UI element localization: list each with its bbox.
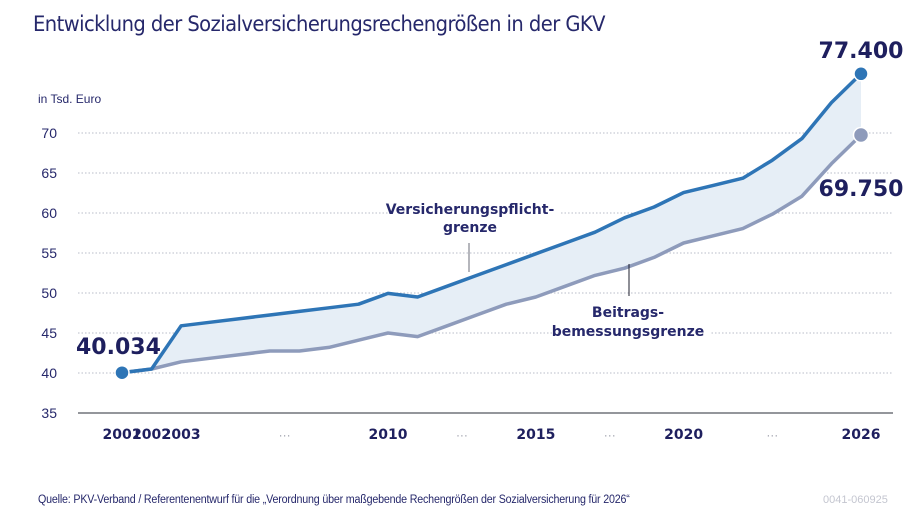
series-label-versicherungspflichtgrenze-line1: Versicherungspflicht- <box>386 202 555 218</box>
x-tick-label: 2010 <box>369 427 408 443</box>
end-point-marker-beitragsbemessungsgrenze <box>852 126 870 144</box>
y-tick-label: 40 <box>41 365 57 381</box>
series-label-background <box>560 300 710 340</box>
chart-code: 0041-060925 <box>823 494 888 506</box>
y-tick-label: 50 <box>41 285 57 301</box>
x-tick-label: 2001 <box>103 427 142 443</box>
y-tick-label: 70 <box>41 125 57 141</box>
end-markers <box>114 66 870 381</box>
x-tick-label: 2020 <box>664 427 703 443</box>
start-value-label: 40.034 <box>76 335 161 360</box>
series-label-beitragsbemessungsgrenze-line1: Beitrags- <box>592 305 664 321</box>
end-point-marker-versicherungspflichtgrenze <box>853 66 869 82</box>
x-tick-label: 2003 <box>162 427 201 443</box>
end-value-label-versicherungspflichtgrenze: 77.400 <box>819 39 904 64</box>
x-tick-label: 2026 <box>842 427 881 443</box>
annotations: 40.034 77.400 69.750 Versicherungspflicht-g… <box>76 39 903 360</box>
x-tick-ellipsis: ··· <box>279 428 291 442</box>
end-value-label-beitragsbemessungsgrenze: 69.750 <box>819 177 904 202</box>
y-tick-label: 35 <box>41 405 57 421</box>
y-tick-label: 55 <box>41 245 57 261</box>
line-versicherungspflichtgrenze <box>121 72 863 375</box>
x-tick-label: 2002 <box>132 427 171 443</box>
band-area-between-lines <box>122 73 861 373</box>
start-point-marker <box>114 364 130 381</box>
source-note: Quelle: PKV-Verband / Referentenentwurf … <box>38 494 630 506</box>
x-tick-ellipsis: ··· <box>604 428 616 442</box>
series-label-background <box>388 198 560 234</box>
series-label-versicherungspflichtgrenze-line2: grenze <box>443 220 497 236</box>
x-tick-ellipsis: ··· <box>456 428 468 442</box>
y-tick-label: 60 <box>41 205 57 221</box>
chart-title: Entwicklung der Sozialversicherungsreche… <box>33 12 606 36</box>
y-axis-unit-label: in Tsd. Euro <box>38 92 102 106</box>
y-axis-ticks: 35 40 45 50 55 60 65 70 <box>41 125 57 421</box>
x-tick-label: 2015 <box>516 427 555 443</box>
y-tick-label: 45 <box>41 325 57 341</box>
y-tick-label: 65 <box>41 165 57 181</box>
series-label-beitragsbemessungsgrenze-line2: bemessungsgrenze <box>552 324 705 340</box>
x-tick-ellipsis: ··· <box>766 428 778 442</box>
line-beitragsbemessungsgrenze <box>121 133 863 375</box>
